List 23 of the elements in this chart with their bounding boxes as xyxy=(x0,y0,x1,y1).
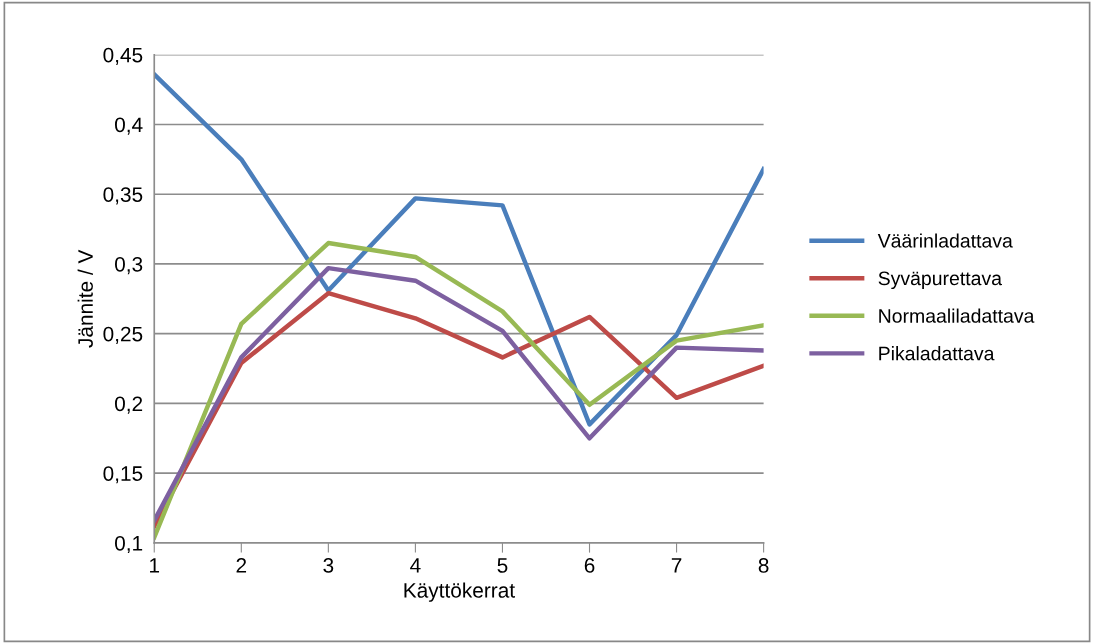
x-tick-label: 2 xyxy=(236,558,247,573)
y-tick-label: 0,15 xyxy=(103,466,143,484)
legend-label: Väärinladattava xyxy=(877,233,1013,248)
x-tick-label: 6 xyxy=(584,558,595,573)
x-tick-label: 8 xyxy=(758,558,769,573)
y-tick-label: 0,1 xyxy=(115,535,143,554)
x-axis-title: Käyttökerrat xyxy=(404,582,515,602)
x-tick-label: 1 xyxy=(150,558,160,573)
x-tick-label: 3 xyxy=(323,558,334,573)
legend-label: Syväpurettava xyxy=(878,271,1002,290)
legend-label: Pikaladattava xyxy=(879,346,995,361)
x-tick-label: 5 xyxy=(497,558,508,573)
y-axis-title: Jännite / V xyxy=(77,249,93,348)
y-tick-label: 0,25 xyxy=(103,326,143,344)
y-tick-label: 0,35 xyxy=(103,187,143,205)
y-tick-label: 0,3 xyxy=(115,256,143,275)
legend-label: Normaaliladattava xyxy=(879,308,1035,323)
line-series xyxy=(154,72,764,427)
y-tick-label: 0,45 xyxy=(103,47,143,65)
y-tick-label: 0,2 xyxy=(115,396,143,414)
x-tick-label: 7 xyxy=(671,558,682,573)
y-tick-label: 0,4 xyxy=(115,117,143,135)
x-tick-label: 4 xyxy=(410,558,421,573)
